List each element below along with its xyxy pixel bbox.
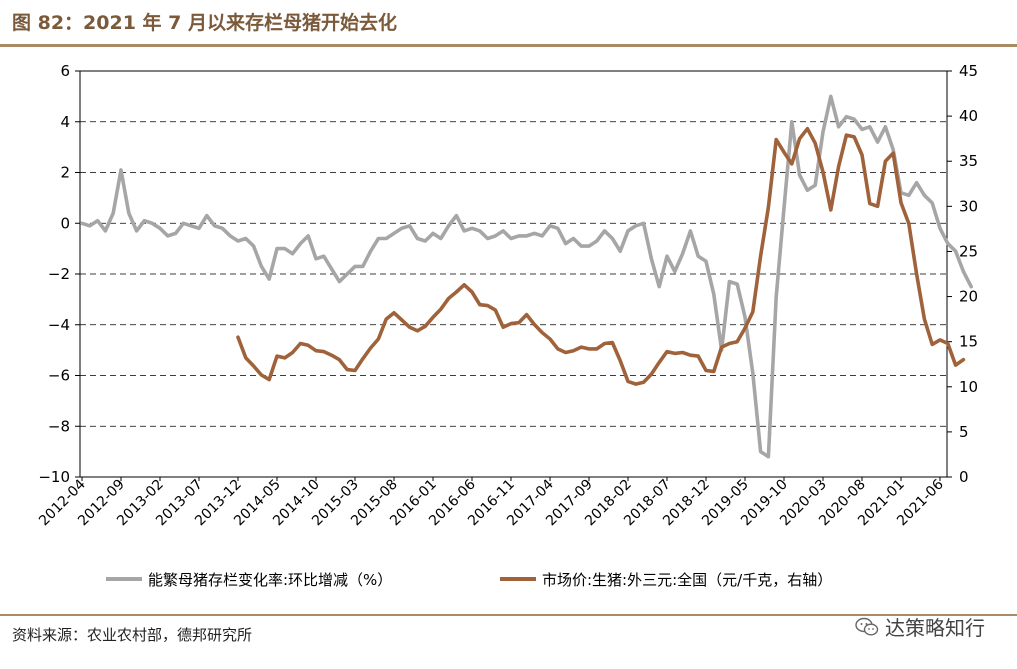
left-tick-label: −4	[48, 316, 70, 334]
left-tick-label: −10	[38, 468, 70, 486]
series-line-sow-change	[80, 94, 974, 459]
page-title: 图 82：2021 年 7 月以来存栏母猪开始去化	[12, 12, 398, 34]
right-tick-label: 5	[959, 423, 969, 441]
series-layer	[80, 94, 974, 459]
title-divider	[0, 44, 1017, 47]
right-tick-label: 30	[959, 197, 978, 215]
right-tick-label: 20	[959, 288, 978, 306]
legend: 能繁母猪存栏变化率:环比增减（%） 市场价:生猪:外三元:全国（元/千克，右轴）	[106, 571, 832, 589]
right-tick-label: 0	[959, 468, 969, 486]
right-tick-label: 45	[959, 62, 978, 80]
left-tick-label: −6	[48, 367, 70, 385]
wechat-icon	[855, 617, 879, 636]
watermark-text: 达策略知行	[885, 616, 985, 640]
left-tick-label: 0	[60, 214, 70, 232]
right-tick-label: 35	[959, 152, 978, 170]
left-tick-label: 2	[60, 164, 70, 182]
dual-axis-line-chart: −10 −8 −6 −4 −2 0 2 4 6 0 5 10 15 20 25 30 35 40 45 2012-…	[36, 62, 978, 589]
left-tick-label: −8	[48, 417, 70, 435]
legend-label: 市场价:生猪:外三元:全国（元/千克，右轴）	[542, 571, 832, 589]
right-tick-label: 10	[959, 378, 978, 396]
footer-divider	[0, 614, 1017, 616]
right-tick-label: 15	[959, 333, 978, 351]
series-line-hog-price	[236, 126, 966, 386]
x-axis: 2012-042012-092013-022013-072013-122014-…	[36, 476, 947, 529]
legend-label: 能繁母猪存栏变化率:环比增减（%）	[148, 571, 392, 589]
right-tick-label: 25	[959, 242, 978, 260]
source-note: 资料来源：农业农村部，德邦研究所	[12, 626, 253, 644]
left-axis: −10 −8 −6 −4 −2 0 2 4 6	[38, 62, 80, 486]
left-tick-label: 6	[60, 62, 70, 80]
right-axis: 0 5 10 15 20 25 30 35 40 45	[947, 62, 978, 486]
watermark: 达策略知行	[855, 612, 985, 641]
right-tick-label: 40	[959, 107, 978, 125]
left-tick-label: −2	[48, 265, 70, 283]
left-tick-label: 4	[60, 113, 70, 131]
